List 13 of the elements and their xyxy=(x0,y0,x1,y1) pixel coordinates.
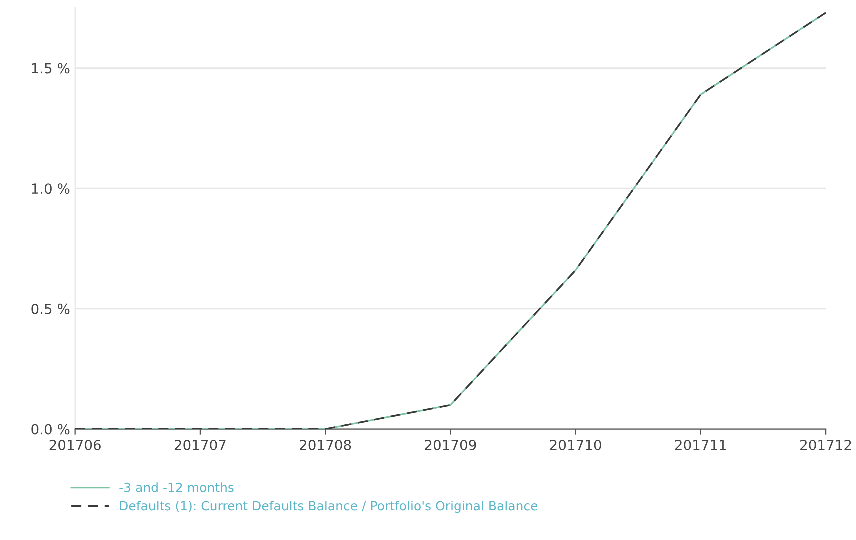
y-tick-label: 1.5 % xyxy=(32,63,70,74)
x-tick-label: 201709 xyxy=(425,440,476,450)
legend-label: Defaults (1): Current Defaults Balance / Portfolio's Original Balance xyxy=(120,501,538,514)
y-tick-label: 0.0 % xyxy=(32,424,70,435)
x-tick-label: 201712 xyxy=(800,440,852,450)
x-tick-label: 201707 xyxy=(174,440,226,450)
x-tick-label: 201710 xyxy=(550,440,602,450)
x-tick-label: 201711 xyxy=(675,440,726,450)
y-tick-label: 1.0 % xyxy=(32,184,70,194)
x-tick-label: 201708 xyxy=(300,440,352,450)
legend-label: -3 and -12 months xyxy=(120,482,234,492)
y-tick-label: 0.5 % xyxy=(32,304,70,314)
x-tick-label: 201706 xyxy=(50,440,101,450)
